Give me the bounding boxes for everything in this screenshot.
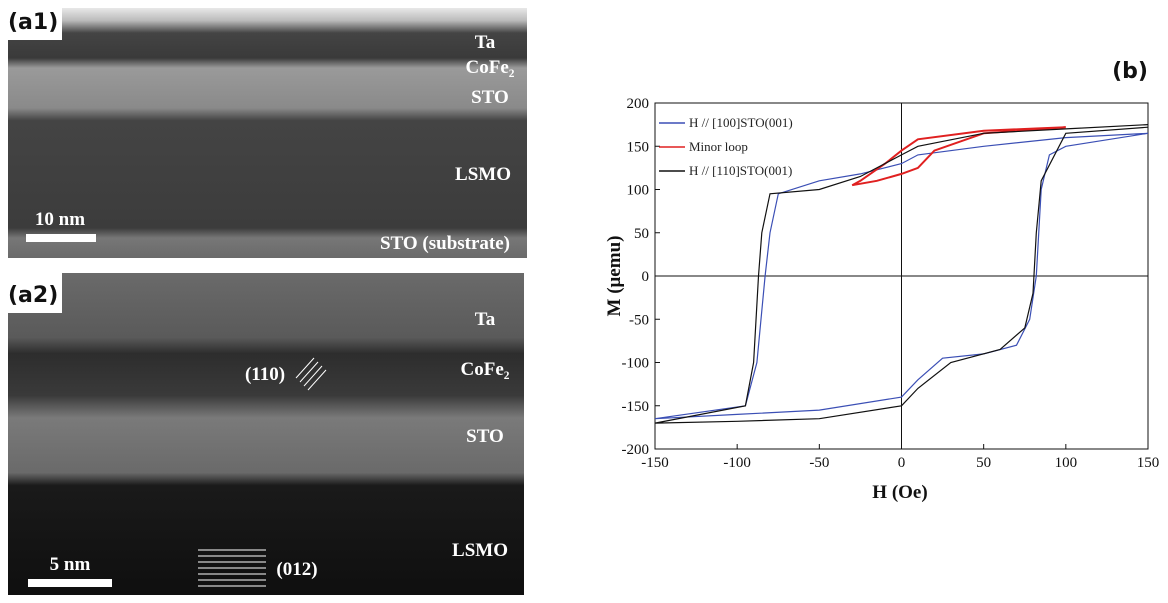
annotation: (110) [245, 364, 285, 385]
y-tick-label: -200 [622, 442, 650, 458]
tem-image [8, 273, 524, 595]
y-tick-label: 50 [634, 226, 649, 242]
y-tick-label: 100 [627, 183, 650, 199]
scale-bar [28, 579, 112, 587]
panel-label: (b) [1112, 59, 1148, 84]
chart: (b) H (Oe) M (μemu) -150 -100 -50 0 50 100 150… [604, 59, 1159, 503]
scale-bar [26, 234, 96, 242]
x-tick-label: 150 [1137, 455, 1160, 471]
y-axis-label: M (μemu) [604, 236, 625, 317]
layer-label: STO [466, 426, 504, 447]
legend-label: Minor loop [689, 139, 748, 154]
layer-label: CoFe₂ [461, 359, 510, 380]
y-tick-label: 200 [627, 96, 650, 112]
y-tick-label: -150 [622, 399, 650, 415]
layer-label: STO (substrate) [380, 233, 510, 254]
layer-label: Ta [475, 32, 496, 53]
loop-line [654, 132, 1149, 420]
y-tick-label: 150 [627, 139, 650, 155]
tem-image [8, 8, 527, 258]
x-tick-label: 0 [898, 455, 906, 471]
x-tick-label: -50 [809, 455, 829, 471]
panel-label: (a2) [8, 283, 58, 308]
layer-label: Ta [475, 309, 496, 330]
layer-label: CoFe₂ [466, 57, 515, 78]
loop-line [654, 124, 1149, 424]
y-tick-label: -50 [629, 312, 649, 328]
layer-label: STO [471, 87, 509, 108]
annotation: (012) [276, 559, 317, 580]
legend-label: H // [100]STO(001) [689, 115, 793, 130]
x-tick-label: -100 [723, 455, 751, 471]
label-box [0, 0, 62, 40]
legend-label: H // [110]STO(001) [689, 163, 792, 178]
scale-label: 5 nm [50, 554, 91, 575]
x-tick-label: 100 [1055, 455, 1078, 471]
y-tick-label: -100 [622, 356, 650, 372]
loop-line [851, 126, 1066, 187]
panel-label: (a1) [8, 10, 58, 35]
layer-label: LSMO [452, 540, 508, 561]
x-tick-label: 50 [976, 455, 991, 471]
label-box [0, 273, 62, 313]
x-tick-label: -150 [641, 455, 669, 471]
scale-label: 10 nm [35, 209, 85, 230]
y-tick-label: 0 [642, 269, 650, 285]
lattice-fringes [198, 357, 327, 587]
layer-label: LSMO [455, 164, 511, 185]
x-axis-label: H (Oe) [872, 482, 927, 503]
